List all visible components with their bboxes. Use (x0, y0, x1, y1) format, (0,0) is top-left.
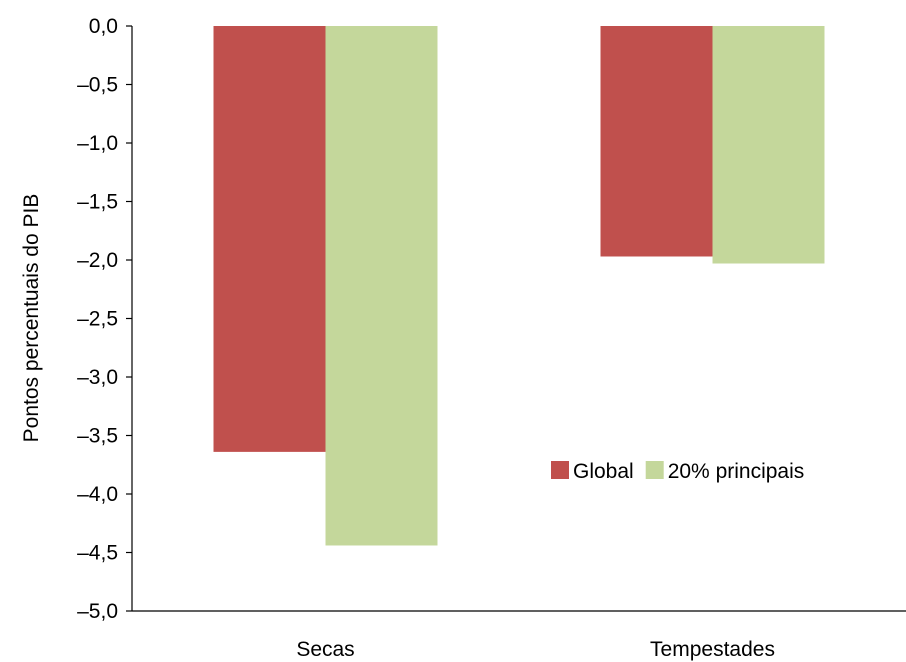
y-tick-label: –0,5 (77, 74, 118, 97)
legend-label: 20% principais (668, 460, 805, 483)
y-tick-label: –4,0 (77, 483, 118, 506)
y-tick-label: –2,0 (77, 249, 118, 272)
legend-label: Global (573, 460, 634, 483)
y-ticks-group: 0,0 –0,5 –1,0 –1,5 –2,0 –2,5 –3,0 –3,5 –4,0 –4,5 –… (77, 15, 132, 623)
x-category-label: Tempestades (650, 638, 775, 661)
y-tick-label: 0,0 (89, 15, 118, 38)
y-tick-label: –1,5 (77, 191, 118, 214)
y-tick-label: –3,5 (77, 425, 118, 448)
legend-swatch (551, 461, 569, 479)
y-tick-label: –5,0 (77, 600, 118, 623)
bars-group (213, 26, 825, 546)
y-tick-label: –3,0 (77, 366, 118, 389)
legend: Global 20% principais (551, 460, 804, 483)
y-tick-label: –4,5 (77, 542, 118, 565)
y-axis-title: Pontos percentuais do PIB (20, 194, 43, 443)
bar-tempestades-global (600, 26, 713, 257)
y-tick-label: –1,0 (77, 132, 118, 155)
y-tick-label: –2,5 (77, 308, 118, 331)
legend-swatch (645, 461, 664, 479)
category-labels-group: Secas Tempestades (296, 638, 775, 661)
bar-tempestades-top20 (712, 26, 825, 264)
x-category-label: Secas (296, 638, 354, 661)
bar-secas-global (213, 26, 326, 452)
bar-secas-top20 (325, 26, 438, 546)
